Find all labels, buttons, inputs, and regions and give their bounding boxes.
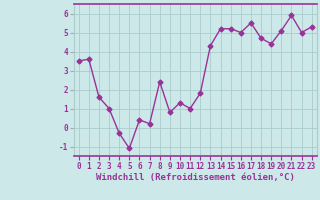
- X-axis label: Windchill (Refroidissement éolien,°C): Windchill (Refroidissement éolien,°C): [96, 173, 295, 182]
